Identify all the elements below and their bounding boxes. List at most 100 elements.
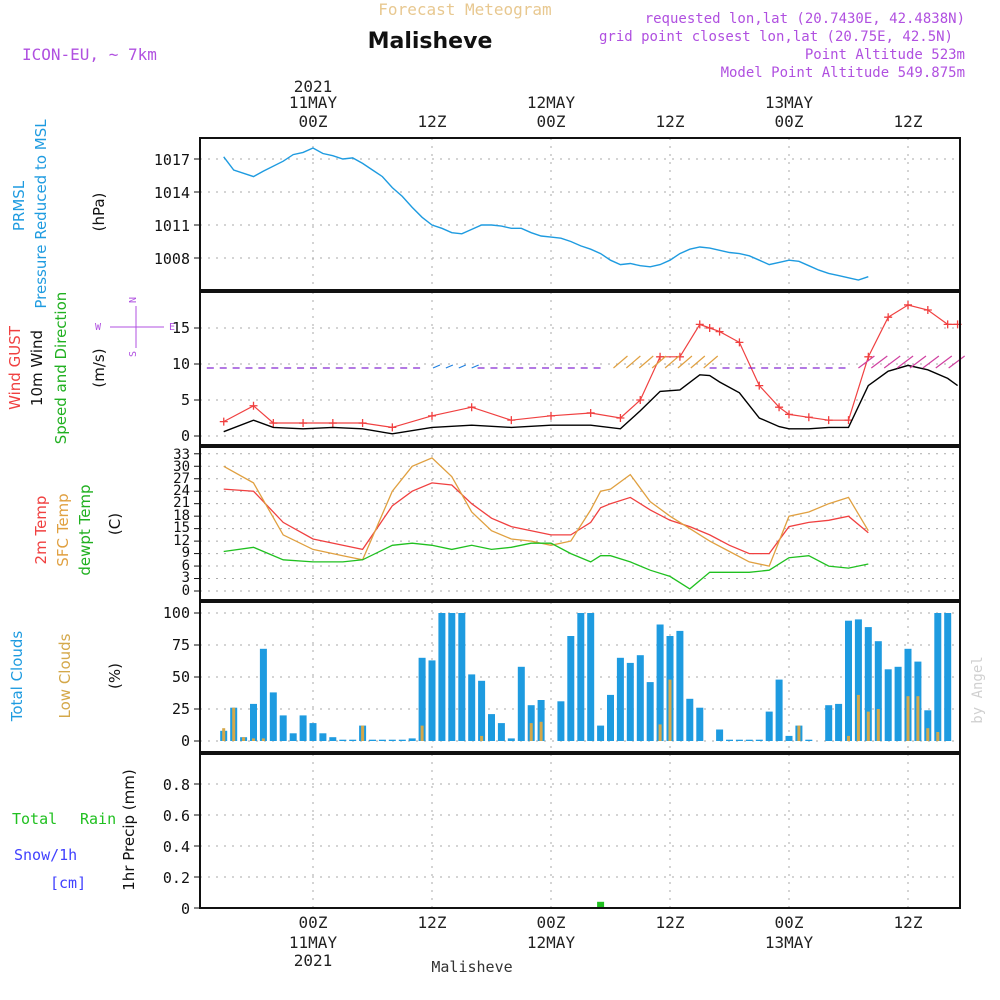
wind-gust-marker [675, 352, 684, 361]
total-cloud-bar [805, 739, 813, 741]
total-cloud-bar [458, 613, 466, 741]
bottom-date-11may: 11MAY [289, 933, 338, 952]
wind-gust-marker [547, 411, 556, 420]
total-cloud-bar [597, 725, 605, 741]
cloud-tick-75: 75 [172, 636, 190, 654]
total-cloud-bar [944, 613, 952, 741]
wind-tick-2: 5 [181, 391, 190, 409]
low-cloud-bar [936, 732, 940, 741]
precip-tick-06: 0.6 [163, 807, 190, 825]
wind-label-3: Speed and Direction [52, 292, 70, 445]
pressure-line [223, 147, 869, 281]
total-cloud-bar [636, 655, 644, 741]
wind-direction-arrow [922, 355, 940, 369]
wind-gust-marker [715, 327, 724, 336]
wind-gust-marker [507, 416, 516, 425]
low-cloud-bar [529, 723, 533, 741]
total-cloud-bar [785, 735, 793, 741]
low-cloud-bar [361, 725, 365, 741]
location-title: Malisheve [368, 29, 493, 54]
wind-direction-arrow [858, 355, 875, 369]
grid-point-coords: grid point closest lon,lat (20.75E, 42.5… [599, 29, 953, 45]
wind-gust-marker [358, 419, 367, 428]
wind-unit: (m/s) [90, 348, 108, 387]
compass-s: S [128, 351, 139, 357]
temp-tick-3: 3 [182, 570, 190, 586]
precip-tick-02: 0.2 [163, 869, 190, 887]
top-date-13may: 13MAY [765, 93, 814, 112]
temp-tick-33: 33 [173, 447, 190, 463]
compass-e: E [169, 322, 175, 333]
precip-tick-0: 0 [181, 900, 190, 918]
total-cloud-bar [369, 739, 376, 741]
low-cloud-bar [916, 696, 920, 741]
top-date-12may: 12MAY [527, 93, 576, 112]
low-cloud-bar [480, 735, 484, 741]
low-cloud-bar [926, 728, 930, 741]
wind-direction-arrow [651, 355, 667, 369]
wind-direction-arrow [896, 355, 914, 369]
total-cloud-bar [438, 613, 446, 741]
precip-label-snow: Snow/1h [14, 846, 77, 864]
temp-label-1: 2m Temp [32, 496, 50, 565]
total-cloud-bar [686, 698, 694, 741]
precip-tick-08: 0.8 [163, 776, 190, 794]
wind-direction-arrow [471, 364, 479, 369]
wind-direction-arrow [445, 364, 454, 369]
wind-gust-marker [804, 413, 813, 422]
temp-tick-0: 0 [182, 583, 190, 599]
total-cloud-bar [854, 619, 862, 741]
total-cloud-bar [309, 723, 317, 741]
total-cloud-bar [904, 648, 912, 741]
precip-unit: 1hr Precip (mm) [120, 769, 138, 890]
wind-gust-marker [864, 352, 873, 361]
total-cloud-bar [408, 738, 416, 741]
total-cloud-bar [497, 723, 505, 741]
pressure-unit: (hPa) [90, 193, 108, 232]
wind-tick-1: 10 [172, 355, 190, 373]
rain-bar [597, 901, 605, 908]
wind-speed-line [223, 364, 959, 435]
low-cloud-bar [876, 709, 880, 741]
wind-direction-arrow [677, 355, 693, 369]
wind-gust-marker [735, 338, 744, 347]
total-cloud-bar [507, 738, 515, 741]
wind-gust-marker [775, 403, 784, 412]
total-cloud-bar [388, 739, 396, 741]
wind-label-1: Wind GUST [6, 325, 24, 410]
temp-tick-27: 27 [173, 471, 190, 487]
low-cloud-bar [658, 724, 662, 741]
total-cloud-bar [587, 613, 595, 741]
pressure-label-2: Pressure Reduced to MSL [32, 119, 50, 309]
total-cloud-bar [279, 715, 287, 741]
low-cloud-bar [242, 737, 246, 741]
total-cloud-bar [676, 630, 684, 741]
total-cloud-bar [934, 613, 942, 741]
total-cloud-bar [716, 729, 724, 741]
top-year: 2021 [294, 77, 333, 96]
wind-direction-arrow [909, 355, 927, 369]
total-cloud-bar [835, 703, 843, 741]
pressure-label-1: PRMSL [10, 180, 28, 231]
total-cloud-bar [468, 674, 476, 741]
wind-direction-arrow [432, 364, 441, 369]
bottom-tick-1: 12Z [418, 913, 447, 932]
cloud-unit: (%) [106, 663, 124, 689]
total-cloud-bar [607, 694, 614, 741]
total-cloud-bar [884, 669, 892, 741]
wind-direction-arrow [664, 355, 680, 369]
forecast-title: Forecast Meteogram [378, 0, 551, 19]
cloud-label-1: Total Clouds [8, 631, 26, 723]
wind-panel-frame [199, 291, 961, 446]
total-cloud-bar [537, 700, 545, 741]
compass-rose: N S W E [95, 297, 175, 357]
wind-direction-arrow [703, 355, 719, 369]
total-cloud-bar [488, 714, 495, 741]
cloud-label-2: Low Clouds [56, 633, 74, 718]
total-cloud-bar [656, 624, 664, 741]
bottom-tick-3: 12Z [656, 913, 685, 932]
wind-direction-arrow [948, 355, 966, 369]
temp-ticks: 33 30 27 24 21 18 15 12 9 6 3 0 [173, 447, 190, 599]
grid-lines [194, 138, 960, 909]
total-cloud-bar [924, 710, 932, 741]
